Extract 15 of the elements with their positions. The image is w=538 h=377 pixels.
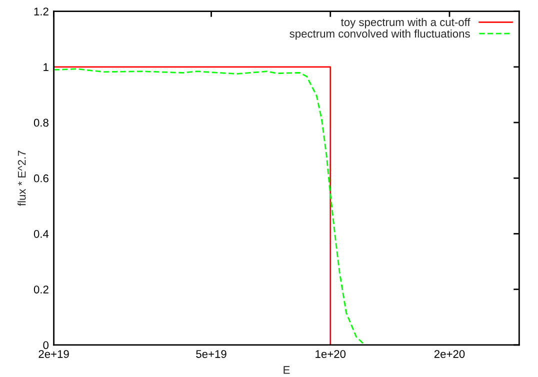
x-tick-label: 2e+20 bbox=[434, 350, 465, 358]
legend-label: toy spectrum with a cut-off bbox=[340, 18, 470, 28]
x-tick-label: 5e+19 bbox=[196, 350, 226, 358]
y-tick-label: 1.2 bbox=[34, 8, 48, 16]
y-tick-label: 0 bbox=[43, 341, 49, 350]
y-tick-label: 0.2 bbox=[34, 286, 48, 294]
x-tick-label: 1e+20 bbox=[316, 350, 346, 358]
legend-label: spectrum convolved with fluctuations bbox=[290, 29, 470, 40]
x-axis-title: E bbox=[284, 366, 290, 374]
y-tick-label: 0.8 bbox=[34, 118, 48, 127]
y-axis-title: flux * E^2.7 bbox=[18, 150, 26, 206]
x-tick-label: 2e+19 bbox=[38, 350, 69, 358]
y-tick-label: 1 bbox=[44, 63, 48, 71]
y-tick-label: 0.6 bbox=[34, 174, 48, 182]
y-tick-label: 0.4 bbox=[34, 230, 49, 238]
